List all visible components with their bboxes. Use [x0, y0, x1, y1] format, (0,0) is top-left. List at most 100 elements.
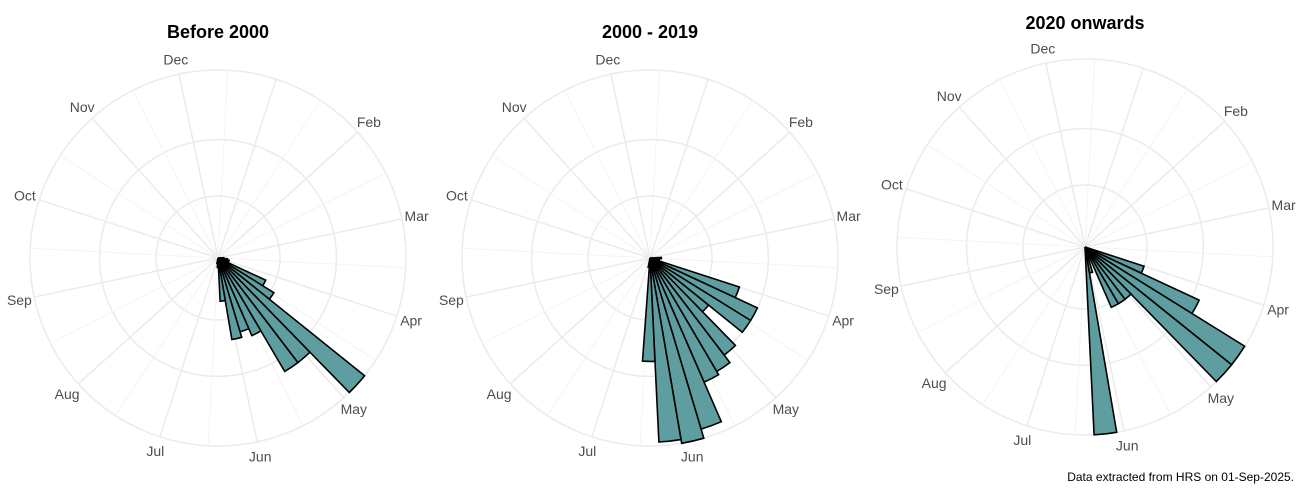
grid-spoke-minor [462, 247, 651, 259]
grid-spoke-major [217, 131, 359, 259]
week-bar [1084, 246, 1118, 436]
grid-spoke-major [944, 246, 1086, 374]
grid-spoke-major [591, 257, 651, 438]
grid-spoke-major [509, 257, 651, 385]
panel-title: Before 2000 [167, 22, 269, 42]
week-bar [1084, 246, 1120, 309]
month-label-nov: Nov [70, 99, 95, 115]
month-label-jun: Jun [1116, 438, 1139, 454]
grid-spoke-minor [897, 236, 1086, 248]
grid-spoke-minor [1084, 161, 1253, 248]
grid-spoke-minor [492, 155, 651, 259]
month-label-aug: Aug [487, 386, 512, 402]
grid-spoke-major [905, 188, 1086, 248]
month-label-mar: Mar [1272, 197, 1296, 213]
month-label-sep: Sep [874, 281, 899, 297]
grid-spoke-minor [1084, 59, 1096, 248]
month-label-may: May [773, 401, 799, 417]
grid-spoke-major [217, 257, 398, 317]
grid-circle [461, 69, 839, 447]
polar-panel-1: Dec Feb Mar Apr May Jun Jul Aug Sep Oct Nov Before … [7, 22, 429, 465]
grid-spoke-minor [50, 257, 219, 344]
grid-circle [896, 58, 1274, 436]
month-label-oct: Oct [446, 187, 468, 203]
month-label-sep: Sep [439, 292, 464, 308]
week-bar [641, 257, 656, 363]
grid-spoke-major [178, 73, 219, 259]
month-label-apr: Apr [832, 313, 854, 329]
grid-spoke-major [1045, 62, 1086, 248]
panel-title: 2020 onwards [1025, 13, 1144, 33]
grid-spoke-major [33, 257, 219, 298]
month-label-nov: Nov [937, 88, 962, 104]
month-label-dec: Dec [1030, 40, 1055, 56]
month-label-sep: Sep [7, 292, 32, 308]
grid-spoke-minor [115, 257, 219, 416]
month-label-apr: Apr [400, 313, 422, 329]
month-label-nov: Nov [502, 99, 527, 115]
grid-spoke-major [159, 257, 219, 438]
grid-spoke-major [1026, 246, 1086, 427]
month-label-feb: Feb [789, 114, 813, 130]
month-label-oct: Oct [881, 176, 903, 192]
month-label-feb: Feb [1224, 103, 1248, 119]
grid-circle [1022, 184, 1148, 310]
grid-spoke-minor [982, 246, 1086, 405]
grid-spoke-major [1084, 207, 1270, 248]
month-label-mar: Mar [405, 208, 429, 224]
week-bar [649, 257, 705, 445]
grid-spoke-minor [547, 257, 651, 416]
month-label-jun: Jun [249, 449, 272, 465]
grid-spoke-minor [927, 144, 1086, 248]
grid-spoke-minor [649, 257, 838, 269]
grid-spoke-minor [30, 247, 219, 259]
grid-spoke-major [649, 218, 835, 259]
grid-spoke-minor [1084, 89, 1188, 248]
grid-circle [29, 69, 407, 447]
week-bar [217, 257, 227, 303]
polar-panel-3: Dec Feb Mar Apr May Jun Jul Aug Sep Oct Nov 2020 on… [874, 13, 1296, 454]
grid-spoke-major [465, 257, 651, 298]
month-label-jun: Jun [681, 449, 704, 465]
grid-circle [965, 127, 1205, 367]
grid-circle [98, 138, 338, 378]
week-bar [1084, 246, 1246, 366]
grid-spoke-major [900, 246, 1086, 287]
grid-spoke-minor [999, 79, 1086, 248]
grid-spoke-minor [217, 70, 229, 259]
week-bar [649, 257, 752, 334]
grid-spoke-major [610, 73, 651, 259]
month-label-may: May [1208, 390, 1234, 406]
month-label-dec: Dec [163, 51, 188, 67]
grid-spoke-minor [217, 257, 406, 269]
month-label-jul: Jul [146, 443, 164, 459]
grid-spoke-major [1084, 120, 1226, 248]
grid-spoke-minor [1084, 246, 1273, 258]
grid-spoke-major [77, 257, 219, 385]
grid-spoke-major [649, 78, 709, 259]
grid-circle [155, 195, 281, 321]
week-bar [217, 257, 366, 394]
grid-spoke-minor [482, 257, 651, 344]
data-source-caption: Data extracted from HRS on 01-Sep-2025. [1067, 470, 1294, 484]
grid-spoke-minor [649, 100, 753, 259]
grid-spoke-major [649, 131, 791, 259]
grid-spoke-major [217, 218, 403, 259]
week-bar [647, 257, 651, 269]
grid-spoke-major [470, 199, 651, 259]
month-label-apr: Apr [1267, 302, 1289, 318]
grid-spoke-major [523, 117, 651, 259]
grid-spoke-minor [917, 246, 1086, 333]
grid-spoke-minor [132, 90, 219, 259]
month-label-aug: Aug [922, 375, 947, 391]
month-label-aug: Aug [55, 386, 80, 402]
week-bar [217, 257, 300, 373]
panel-title: 2000 - 2019 [602, 22, 698, 42]
grid-spoke-minor [217, 100, 321, 259]
week-bar [649, 257, 682, 443]
month-label-dec: Dec [595, 51, 620, 67]
week-bar [1084, 246, 1233, 383]
month-label-may: May [341, 401, 367, 417]
week-bar [217, 257, 243, 341]
month-label-mar: Mar [837, 208, 861, 224]
